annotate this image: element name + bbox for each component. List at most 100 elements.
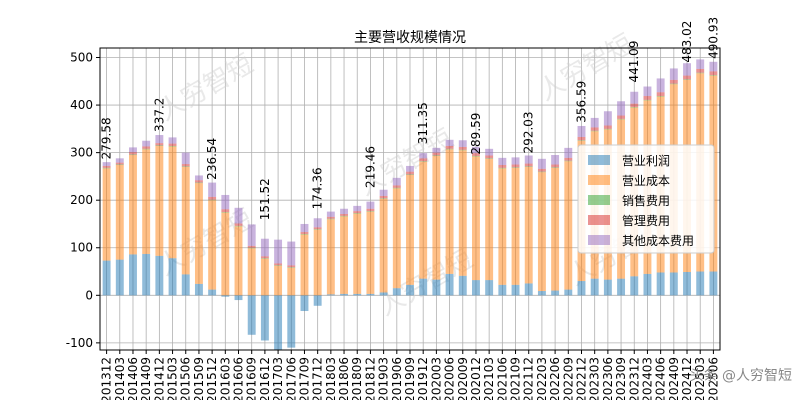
bar-segment-3 [419,161,428,162]
bar-segment-1 [260,295,269,341]
bar-segment-1 [683,272,691,296]
bar-segment-5 [603,111,612,126]
data-label: 151.52 [258,178,272,220]
bar-segment-1 [485,280,494,296]
x-tick-label: 201609 [245,357,259,400]
bar-segment-1 [155,255,164,296]
bar-segment-5 [155,135,164,144]
legend-swatch [588,175,610,185]
bar-segment-3 [340,215,348,217]
bar-segment-1 [406,284,414,296]
bar-segment-4 [683,75,691,80]
x-tick-label: 202409 [667,357,681,400]
bar-segment-4 [432,152,441,156]
x-tick-label: 201506 [179,357,193,400]
bar-segment-3 [181,166,190,167]
x-tick-label: 202412 [680,357,694,400]
bar-segment-5 [287,241,296,266]
x-tick-label: 202303 [588,357,602,400]
legend-label: 销售费用 [622,193,670,208]
bar-segment-3 [326,218,335,220]
x-tick-label: 201806 [337,357,351,400]
bar-segment-2 [472,156,480,281]
bar-segment-4 [194,180,203,183]
x-tick-label: 202209 [561,357,575,400]
x-tick-label: 201403 [113,357,127,400]
data-label: 356.59 [574,81,588,123]
data-label: 279.58 [100,117,114,159]
bar-segment-4 [326,216,335,219]
bar-segment-3 [168,145,177,147]
bar-segment-2 [168,146,177,259]
x-tick-label: 202206 [548,357,562,400]
bar-segment-4 [274,263,283,266]
bar-segment-4 [617,115,626,119]
bar-segment-4 [511,164,520,168]
x-tick-label: 202009 [456,357,470,400]
bar-segment-3 [208,199,217,201]
bar-segment-4 [247,245,256,248]
bar-segment-2 [458,150,467,276]
legend-box [577,144,715,254]
bar-segment-1 [432,279,441,296]
bar-segment-5 [432,147,441,153]
x-tick-label: 202012 [469,357,483,400]
bar-segment-4 [313,227,322,230]
bar-segment-4 [709,71,718,76]
bar-segment-5 [194,175,203,181]
bar-segment-2 [287,267,296,296]
data-label: 483.02 [680,21,694,63]
bar-segment-2 [247,248,256,296]
bar-segment-2 [366,211,375,294]
bar-segment-5 [498,157,507,165]
bar-segment-2 [274,265,283,296]
bar-segment-1 [221,295,230,297]
data-label: 441.09 [627,41,641,83]
bar-segment-3 [485,158,494,159]
bar-segment-1 [353,293,362,296]
bar-segment-3 [432,155,441,156]
x-tick-label: 202406 [654,357,668,400]
bar-segment-1 [564,289,573,296]
bar-segment-5 [696,59,705,69]
x-tick-label: 202103 [482,357,496,400]
bar-segment-1 [643,273,652,296]
bar-segment-5 [564,147,573,158]
bar-segment-3 [564,160,573,162]
bar-segment-3 [234,225,243,227]
bar-segment-2 [340,216,348,294]
bar-segment-1 [247,295,256,335]
bar-segment-4 [221,209,230,213]
x-tick-label: 201706 [284,357,298,400]
bar-segment-5 [445,139,454,146]
bar-segment-1 [392,288,401,296]
x-tick-label: 202203 [535,357,549,400]
bar-segment-3 [129,154,137,156]
bar-segment-4 [485,155,494,159]
bar-segment-2 [115,164,124,260]
bar-segment-4 [524,163,533,167]
bar-segment-4 [115,162,124,165]
bar-segment-5 [208,182,217,197]
x-tick-label: 201409 [139,357,153,400]
bar-segment-3 [458,149,467,151]
bar-segment-5 [102,162,111,166]
bar-segment-5 [234,207,243,224]
bar-segment-3 [274,265,283,266]
bar-segment-5 [221,194,230,210]
bar-segment-4 [603,125,612,129]
bar-segment-1 [445,273,454,296]
bar-segment-3 [590,130,599,132]
bar-segment-4 [406,171,414,175]
bar-segment-3 [617,118,626,120]
bar-segment-5 [115,158,124,163]
x-tick-label: 201912 [416,357,430,400]
x-tick-label: 202506 [706,357,720,400]
x-tick-label: 201809 [350,357,364,400]
bar-segment-3 [353,213,362,214]
x-tick-label: 201712 [311,357,325,400]
bar-segment-1 [234,295,243,301]
bar-segment-1 [142,253,151,296]
